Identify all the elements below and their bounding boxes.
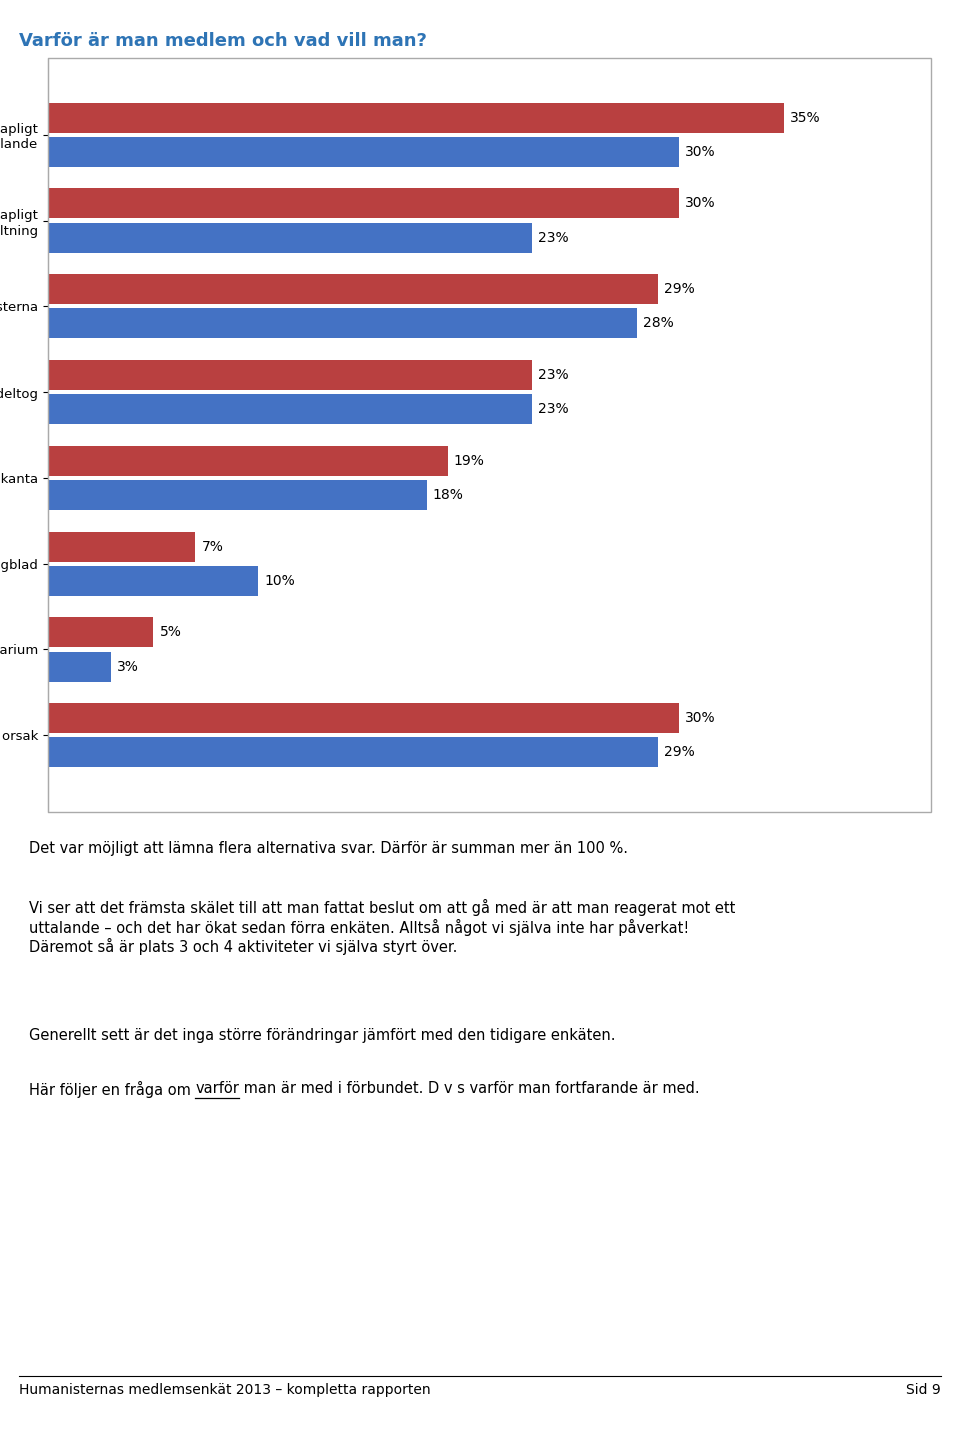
Text: 5%: 5% — [159, 626, 181, 640]
Text: Varför är man medlem och vad vill man?: Varför är man medlem och vad vill man? — [19, 32, 427, 50]
Text: 23%: 23% — [538, 230, 568, 244]
Text: 30%: 30% — [685, 712, 716, 725]
Text: 10%: 10% — [265, 574, 296, 588]
Text: 3%: 3% — [117, 660, 139, 673]
Text: 28%: 28% — [643, 316, 674, 331]
Bar — [48, 480, 426, 510]
Text: 23%: 23% — [538, 403, 568, 416]
Text: man är med i förbundet. D v s varför man fortfarande är med.: man är med i förbundet. D v s varför man… — [239, 1081, 700, 1096]
Bar — [48, 360, 532, 390]
Bar — [48, 446, 447, 476]
Text: Vi ser att det främsta skälet till att man fattat beslut om att gå med är att ma: Vi ser att det främsta skälet till att m… — [29, 899, 735, 955]
Text: 30%: 30% — [685, 145, 716, 158]
Bar — [48, 565, 258, 595]
Text: Sid 9: Sid 9 — [906, 1383, 941, 1398]
Text: Här följer en fråga om: Här följer en fråga om — [29, 1081, 195, 1099]
Bar — [48, 137, 679, 167]
Text: 23%: 23% — [538, 368, 568, 383]
Text: 19%: 19% — [454, 454, 485, 467]
Bar — [48, 703, 679, 733]
Bar — [48, 532, 195, 561]
Text: 30%: 30% — [685, 197, 716, 210]
Text: Generellt sett är det inga större förändringar jämfört med den tidigare enkäten.: Generellt sett är det inga större föränd… — [29, 1028, 615, 1043]
Bar — [48, 102, 784, 132]
Text: Humanisternas medlemsenkät 2013 – kompletta rapporten: Humanisternas medlemsenkät 2013 – komple… — [19, 1383, 431, 1398]
Text: 35%: 35% — [790, 111, 821, 125]
Text: 7%: 7% — [202, 539, 224, 554]
Text: Det var möjligt att lämna flera alternativa svar. Därför är summan mer än 100 %.: Det var möjligt att lämna flera alternat… — [29, 841, 628, 856]
Bar — [48, 223, 532, 253]
Bar — [48, 617, 154, 647]
Text: 18%: 18% — [433, 487, 464, 502]
Text: 29%: 29% — [664, 745, 695, 759]
Bar — [48, 309, 636, 338]
Bar — [48, 275, 658, 305]
Bar — [48, 188, 679, 219]
Text: varför: varför — [195, 1081, 239, 1096]
Bar — [48, 738, 658, 768]
Bar — [48, 394, 532, 424]
Text: 29%: 29% — [664, 282, 695, 296]
Bar — [48, 651, 111, 682]
